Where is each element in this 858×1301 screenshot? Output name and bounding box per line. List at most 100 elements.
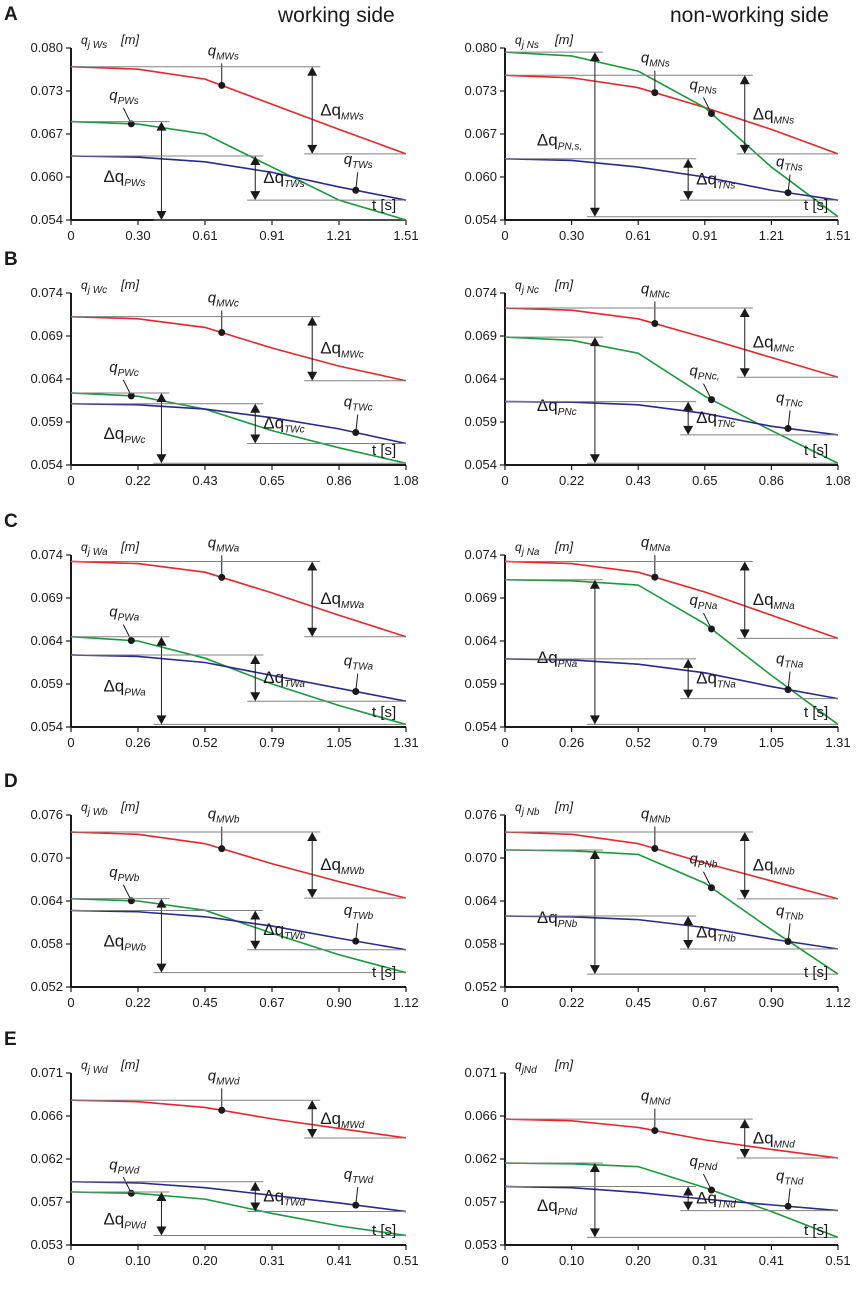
arrow-head (250, 940, 261, 950)
chart-E-nonworking: 0.053 0.057 0.062 0.066 0.071 0 0.10 0.20 0.31 0.… (464, 1057, 850, 1268)
y-tick-label: 0.054 (30, 457, 63, 472)
x-tick-label: 1.12 (393, 995, 418, 1010)
row-label-A: A (4, 4, 18, 25)
arrow-head (250, 434, 261, 444)
delta-label: ΔqPNa (537, 648, 578, 670)
arrow-head (683, 689, 694, 699)
delta-label: ΔqTWa (263, 668, 305, 690)
delta-label: ΔqPWd (103, 1210, 146, 1232)
y-tick-label: 0.069 (464, 590, 497, 605)
annotation-leader (703, 871, 712, 888)
t-label: t [s] (804, 442, 828, 459)
y-axis-title: qj Wb (81, 800, 108, 818)
arrow-head (683, 1201, 694, 1211)
arrow-head (739, 1119, 750, 1129)
annotation-leader (122, 624, 132, 641)
delta-label: ΔqTNa (696, 669, 736, 691)
arrow-head (589, 715, 600, 725)
arrow-head (589, 52, 600, 62)
x-tick-label: 0.41 (326, 1253, 351, 1268)
arrow-head (156, 1226, 167, 1236)
arrow-head (683, 425, 694, 435)
y-tick-label: 0.059 (464, 414, 497, 429)
x-tick-label: 0.90 (326, 995, 351, 1010)
x-tick-label: 0 (501, 228, 508, 243)
arrow-head (683, 916, 694, 926)
curve-p (70, 635, 407, 726)
chart-A-working: 0.054 0.060 0.067 0.073 0.080 0 0.30 0.61 0.91 1.… (30, 32, 418, 243)
delta-label: ΔqPNd (537, 1196, 578, 1218)
annotation-leader (122, 379, 132, 397)
y-tick-label: 0.073 (464, 83, 497, 98)
arrow-head (739, 308, 750, 318)
x-tick-label: 0.51 (825, 1253, 850, 1268)
t-label: t [s] (804, 197, 828, 214)
x-tick-label: 0.65 (259, 473, 284, 488)
y-tick-label: 0.064 (30, 633, 63, 648)
y-tick-label: 0.070 (464, 850, 497, 865)
delta-label: ΔqTWd (263, 1187, 305, 1209)
y-tick-label: 0.053 (464, 1237, 497, 1252)
curve-t (504, 400, 839, 436)
annotation-label: qTWd (344, 1166, 374, 1186)
x-tick-label: 1.31 (825, 735, 850, 750)
y-tick-label: 0.064 (464, 371, 497, 386)
t-label: t [s] (372, 197, 396, 214)
annotation-leader (787, 174, 791, 193)
x-tick-label: 0 (67, 995, 74, 1010)
curve-t (70, 155, 407, 201)
annotation-leader (787, 410, 791, 429)
x-tick-label: 0.51 (393, 1253, 418, 1268)
curve-t (504, 658, 839, 700)
annotation-label: qPWa (109, 604, 139, 624)
arrow-head (683, 191, 694, 201)
chart-D-nonworking: 0.052 0.058 0.064 0.070 0.076 0 0.22 0.45 0.67 0.… (464, 799, 850, 1010)
curve-p (70, 1191, 407, 1237)
annotation-label: qTNs (776, 154, 803, 174)
row-label-E: E (4, 1029, 17, 1050)
x-tick-label: 0.43 (192, 473, 217, 488)
y-axis-unit: [m] (554, 1057, 573, 1072)
arrow-head (589, 1163, 600, 1173)
y-tick-label: 0.060 (464, 169, 497, 184)
arrow-head (156, 636, 167, 646)
curve-m (504, 831, 839, 900)
annotation-leader (703, 1173, 712, 1191)
annotation-leader (355, 923, 359, 942)
x-tick-label: 0 (67, 473, 74, 488)
arrow-head (250, 1202, 261, 1212)
row-label-D: D (4, 771, 18, 792)
x-tick-label: 0.10 (125, 1253, 150, 1268)
y-axis-title: qjNd (515, 1058, 537, 1076)
arrow-head (250, 1181, 261, 1191)
delta-label: ΔqTWc (263, 414, 304, 436)
arrow-head (683, 658, 694, 668)
x-tick-label: 1.31 (393, 735, 418, 750)
curve-p (70, 120, 407, 221)
x-tick-label: 0.91 (692, 228, 717, 243)
curve-t (70, 1180, 407, 1213)
annotation-leader (355, 172, 359, 191)
y-axis-unit: [m] (554, 539, 573, 554)
x-tick-label: 0.61 (626, 228, 651, 243)
delta-label: ΔqTNc (696, 408, 735, 430)
annotation-label: qPWb (109, 864, 139, 884)
arrow-head (589, 207, 600, 217)
curve-m (70, 831, 407, 899)
y-tick-label: 0.064 (30, 371, 63, 386)
annotation-leader (122, 1177, 132, 1194)
annotation-leader (703, 383, 712, 400)
y-tick-label: 0.069 (30, 590, 63, 605)
x-tick-label: 0.26 (125, 735, 150, 750)
delta-label: ΔqPNc (537, 396, 577, 418)
arrow-head (156, 715, 167, 725)
y-tick-label: 0.053 (30, 1237, 63, 1252)
working-side-title: working side (277, 4, 395, 27)
arrow-head (307, 627, 318, 637)
x-tick-label: 0.45 (626, 995, 651, 1010)
y-tick-label: 0.052 (30, 979, 63, 994)
chart-A-nonworking: 0.054 0.060 0.067 0.073 0.080 0 0.30 0.61 0.91 1.… (464, 32, 850, 243)
y-axis-unit: [m] (120, 1057, 139, 1072)
arrow-head (739, 889, 750, 899)
x-tick-label: 1.21 (326, 228, 351, 243)
